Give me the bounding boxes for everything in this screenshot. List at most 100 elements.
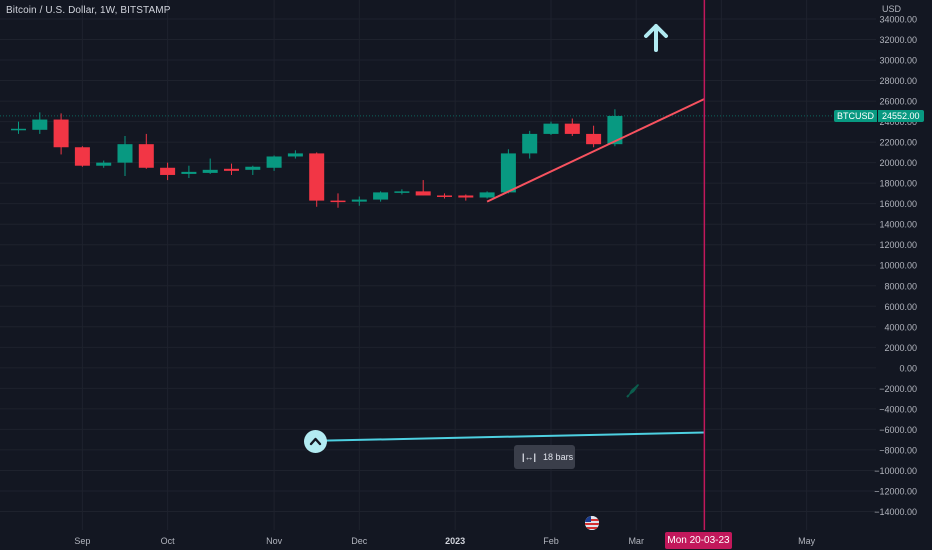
candle [160, 162, 176, 181]
candle [330, 193, 346, 208]
y-tick-label: 18000.00 [879, 179, 917, 189]
candle-body [394, 191, 410, 193]
price-tag-value: 24552.00 [878, 110, 924, 122]
price-axis[interactable]: 34000.00 32000.00 30000.00 28000.00 26000.00… [874, 15, 917, 517]
bars-range-icon: |↔| [522, 452, 537, 462]
candle-body [32, 119, 48, 130]
candle [266, 155, 282, 171]
candle [117, 135, 133, 176]
y-tick-label: 20000.00 [879, 158, 917, 168]
x-tick-label: Nov [266, 536, 283, 546]
x-tick-label: Dec [351, 536, 368, 546]
candle [351, 196, 367, 206]
candle [458, 194, 474, 201]
y-tick-label: 24000.00 [879, 117, 917, 127]
y-tick-label: 28000.00 [879, 76, 917, 86]
candle [373, 191, 389, 202]
x-tick-label: May [798, 536, 816, 546]
candle-body [564, 123, 580, 134]
candle-body [500, 153, 516, 193]
candle-body [202, 169, 218, 173]
trend-lines[interactable] [323, 98, 705, 442]
y-tick-label: −12000.00 [874, 486, 917, 496]
current-price-tag: BTCUSD 24552.00 [834, 110, 924, 122]
y-tick-label: 6000.00 [884, 302, 917, 312]
cyan-trend-line [323, 431, 705, 442]
candle-body [437, 195, 452, 197]
candle-body [607, 115, 623, 145]
grid-lines [0, 0, 876, 530]
y-tick-label: −10000.00 [874, 466, 917, 476]
crosshair-date-label: Mon 20-03-23 [665, 532, 732, 549]
bars-count-tooltip: |↔| 18 bars [514, 445, 575, 469]
candle [181, 165, 197, 179]
candle [11, 121, 26, 134]
candle-body [74, 147, 90, 166]
candle [202, 158, 218, 174]
x-tick-label: Oct [161, 536, 176, 546]
candle-body [53, 119, 69, 148]
price-tag-symbol: BTCUSD [834, 110, 878, 122]
candle [245, 165, 261, 175]
x-tick-label: Feb [543, 536, 559, 546]
y-tick-label: 30000.00 [879, 56, 917, 66]
candle-body [96, 162, 112, 166]
candle-body [522, 133, 538, 154]
y-tick-label: 0.00 [899, 363, 917, 373]
candle [74, 146, 90, 167]
candle [224, 163, 239, 175]
y-tick-label: −14000.00 [874, 507, 917, 517]
y-tick-label: 22000.00 [879, 138, 917, 148]
candle [479, 191, 495, 199]
candle [32, 112, 48, 134]
candle-body [11, 128, 26, 131]
candle [287, 150, 303, 159]
x-tick-label: Sep [74, 536, 90, 546]
candle-body [245, 166, 261, 170]
y-tick-label: −8000.00 [879, 445, 917, 455]
y-tick-label: −4000.00 [879, 404, 917, 414]
bars-count-label: 18 bars [543, 452, 574, 462]
arrow-up-icon[interactable] [641, 22, 671, 56]
candle-body [117, 144, 133, 163]
y-tick-label: −6000.00 [879, 425, 917, 435]
y-tick-label: 8000.00 [884, 281, 917, 291]
us-flag-icon[interactable] [585, 516, 599, 530]
y-tick-label: 10000.00 [879, 261, 917, 271]
candle [522, 130, 538, 159]
y-tick-label: 2000.00 [884, 343, 917, 353]
candle-body [373, 192, 389, 200]
candle [500, 149, 516, 194]
x-tick-label: 2023 [445, 536, 465, 546]
y-tick-label: 34000.00 [879, 15, 917, 25]
y-tick-label: 4000.00 [884, 322, 917, 332]
candle-body [287, 153, 303, 157]
candle [437, 193, 452, 199]
candle [394, 189, 410, 195]
chart-title: Bitcoin / U.S. Dollar, 1W, BITSTAMP [6, 5, 171, 16]
candle-body [160, 167, 176, 175]
candle [53, 113, 69, 155]
chevron-up-circle-icon[interactable] [304, 430, 327, 453]
y-tick-label: 12000.00 [879, 240, 917, 250]
candle [96, 160, 112, 168]
currency-label: USD [882, 4, 902, 14]
candlestick-series[interactable] [11, 109, 623, 208]
rocket-icon[interactable] [626, 382, 642, 398]
candle-body [224, 168, 239, 171]
y-tick-label: 14000.00 [879, 220, 917, 230]
candle-body [479, 192, 495, 198]
candle-body [351, 199, 367, 202]
candle-body [266, 156, 282, 168]
candle-body [415, 191, 431, 196]
candle [138, 133, 154, 169]
x-tick-label: Mar [628, 536, 644, 546]
candle-body [543, 123, 559, 134]
y-tick-label: 26000.00 [879, 97, 917, 107]
candle [415, 180, 431, 196]
candle [543, 121, 559, 135]
candle [607, 109, 623, 147]
y-tick-label: 16000.00 [879, 199, 917, 209]
candle-body [586, 133, 602, 145]
